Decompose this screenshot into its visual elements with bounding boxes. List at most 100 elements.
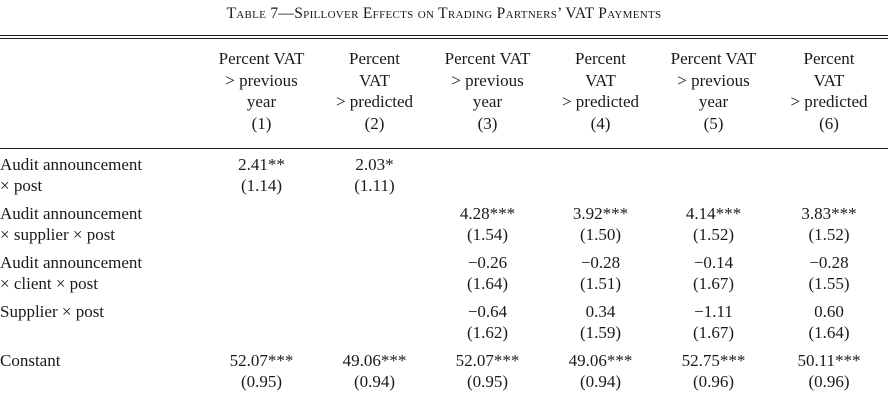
column-header-line: Percent VAT (218, 49, 305, 68)
column-header: Percent VAT > predicted (2) (318, 48, 431, 148)
column-header-row: Percent VAT > previous year (1) Percent … (0, 48, 888, 148)
column-header: Percent VAT > predicted (4) (544, 48, 657, 148)
column-header: Percent VAT > predicted (6) (770, 48, 888, 148)
column-header-line: > predicted (561, 92, 640, 111)
estimate-cell (205, 295, 318, 322)
column-header-line: > predicted (335, 92, 414, 111)
top-rule (0, 35, 888, 36)
std-error-cell: (0.96) (808, 372, 850, 391)
std-error-cell: (1.62) (466, 323, 509, 342)
column-header: Percent VAT > previous year (1) (205, 48, 318, 148)
estimate-cell (770, 148, 888, 175)
std-error-cell: (1.55) (808, 274, 850, 293)
row-label-continuation: × supplier × post (0, 225, 116, 244)
std-error-cell: (1.52) (808, 225, 850, 244)
column-header-line: year (246, 92, 277, 111)
row-label-continuation: × post (0, 176, 43, 195)
std-error-cell: (0.95) (466, 372, 509, 391)
estimate-cell: 3.83*** (801, 204, 857, 223)
std-error-cell (205, 224, 318, 246)
column-header-line: Percent VAT (670, 49, 757, 68)
estimate-cell: 0.34 (585, 302, 616, 321)
column-number: (4) (590, 113, 611, 133)
column-number: (2) (364, 113, 385, 133)
column-header-line: VAT (359, 70, 390, 90)
estimate-cell: 2.03* (355, 155, 394, 174)
row-label: Audit announcement (0, 204, 143, 223)
std-error-cell: (1.64) (466, 274, 509, 293)
estimate-cell (431, 148, 544, 175)
table-row: (0.95) (0.94) (0.95) (0.94) (0.96) (0.96… (0, 371, 888, 393)
column-header: Percent VAT > previous year (3) (431, 48, 544, 148)
estimate-cell: −0.26 (467, 253, 508, 272)
estimate-cell: 50.11*** (797, 351, 861, 370)
std-error-cell (205, 322, 318, 344)
estimate-cell: −0.28 (809, 253, 849, 272)
std-error-cell (431, 175, 544, 197)
std-error-cell (205, 273, 318, 295)
estimate-cell: 0.60 (814, 302, 844, 321)
std-error-cell: (1.51) (579, 274, 622, 293)
column-header-line: > predicted (790, 92, 868, 111)
column-header-line: > previous (677, 70, 750, 90)
table-row: × supplier × post (1.54) (1.50) (1.52) (… (0, 224, 888, 246)
std-error-cell: (1.67) (692, 274, 735, 293)
top-rule-double (0, 38, 888, 39)
table-row: Supplier × post −0.64 0.34 −1.11 0.60 (0, 295, 888, 322)
column-number: (6) (819, 113, 839, 133)
row-label-continuation (0, 322, 205, 344)
estimate-cell: 52.75*** (681, 351, 746, 370)
estimate-cell: 4.14*** (685, 204, 742, 223)
row-label: Supplier × post (0, 302, 105, 321)
row-label-continuation (0, 371, 205, 393)
column-number: (3) (477, 113, 498, 133)
table-row: (1.62) (1.59) (1.67) (1.64) (0, 322, 888, 344)
estimate-cell: 3.92*** (572, 204, 629, 223)
column-header-line: VAT (813, 70, 845, 90)
estimate-cell (657, 148, 770, 175)
std-error-cell (318, 322, 431, 344)
column-header-line: year (698, 92, 729, 111)
column-header-line: > previous (225, 70, 298, 90)
std-error-cell (318, 273, 431, 295)
column-header-line: Percent (349, 49, 400, 68)
estimate-cell (318, 197, 431, 224)
std-error-cell: (1.52) (692, 225, 735, 244)
estimate-cell: −0.14 (693, 253, 734, 272)
std-error-cell (657, 175, 770, 197)
std-error-cell: (1.59) (579, 323, 622, 342)
estimate-cell (205, 197, 318, 224)
table-row: Audit announcement 4.28*** 3.92*** 4.14*… (0, 197, 888, 224)
row-label: Audit announcement (0, 253, 143, 272)
table-row: Constant 52.07*** 49.06*** 52.07*** 49.0… (0, 344, 888, 371)
column-header-line: year (472, 92, 503, 111)
std-error-cell: (1.14) (240, 176, 283, 195)
estimate-cell: 49.06*** (568, 351, 633, 370)
std-error-cell: (1.64) (808, 323, 850, 342)
std-error-cell: (1.11) (354, 176, 395, 195)
std-error-cell: (1.50) (579, 225, 622, 244)
estimate-cell: 52.07*** (455, 351, 520, 370)
table-row: Audit announcement −0.26 −0.28 −0.14 −0.… (0, 246, 888, 273)
std-error-cell: (0.94) (353, 372, 396, 391)
estimate-cell: 49.06*** (342, 351, 407, 370)
std-error-cell: (1.67) (692, 323, 735, 342)
estimate-cell: −1.11 (694, 302, 733, 321)
std-error-cell (770, 175, 888, 197)
std-error-cell: (0.94) (579, 372, 622, 391)
estimate-cell (544, 148, 657, 175)
stub-header (0, 48, 205, 148)
column-number: (1) (251, 113, 272, 133)
column-header-line: Percent (575, 49, 626, 68)
column-header: Percent VAT > previous year (5) (657, 48, 770, 148)
header-rule (0, 148, 888, 149)
estimate-cell (205, 246, 318, 273)
column-header-line: VAT (585, 70, 616, 90)
std-error-cell (544, 175, 657, 197)
column-header-line: Percent VAT (444, 49, 531, 68)
std-error-cell: (0.95) (240, 372, 283, 391)
std-error-cell: (0.96) (692, 372, 735, 391)
estimate-cell: 2.41** (238, 155, 285, 174)
column-header-line: > previous (451, 70, 524, 90)
